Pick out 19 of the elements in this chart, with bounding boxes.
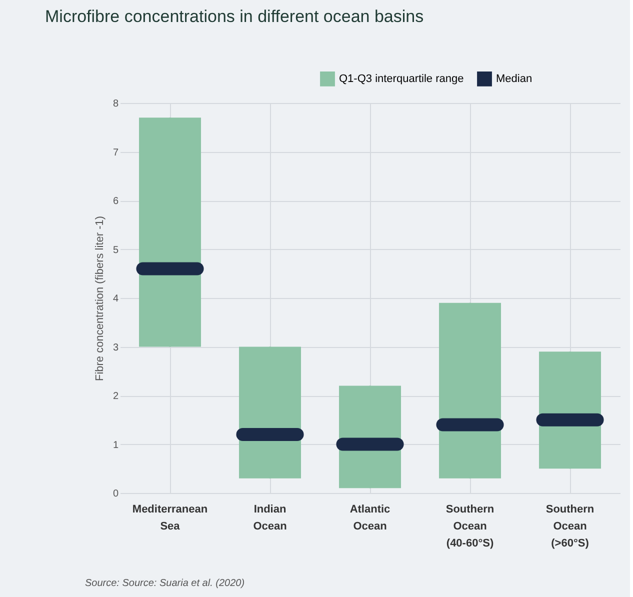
- y-tick-label: 5: [112, 244, 119, 256]
- y-axis-title: Fibre concentration (fibers liter -1): [94, 216, 106, 382]
- y-tick-label: 3: [112, 342, 119, 354]
- y-tick-label: 8: [112, 98, 119, 110]
- x-tick-label: Southern Ocean (40-60°S): [446, 504, 494, 550]
- chart-title: Microfibre concentrations in different ocean basins: [45, 7, 424, 26]
- legend-label: Q1-Q3 interquartile range: [339, 72, 464, 85]
- y-tick-label: 0: [112, 488, 119, 500]
- x-tick-label: Mediterranean Sea: [132, 504, 208, 532]
- y-tick-label: 1: [112, 440, 119, 451]
- y-tick-label: 2: [112, 391, 119, 402]
- source-note: Source: Source: Suaria et al. (2020): [85, 578, 245, 589]
- x-tick-label: Indian Ocean: [253, 504, 288, 532]
- y-tick-label: 6: [112, 196, 119, 207]
- x-tick-label: Southern Ocean (>60°S): [546, 504, 594, 550]
- y-tick-label: 4: [112, 294, 119, 304]
- x-tick-label: Atlantic Ocean: [350, 504, 390, 532]
- y-tick-label: 7: [112, 147, 119, 158]
- legend-title: Median: [496, 72, 532, 85]
